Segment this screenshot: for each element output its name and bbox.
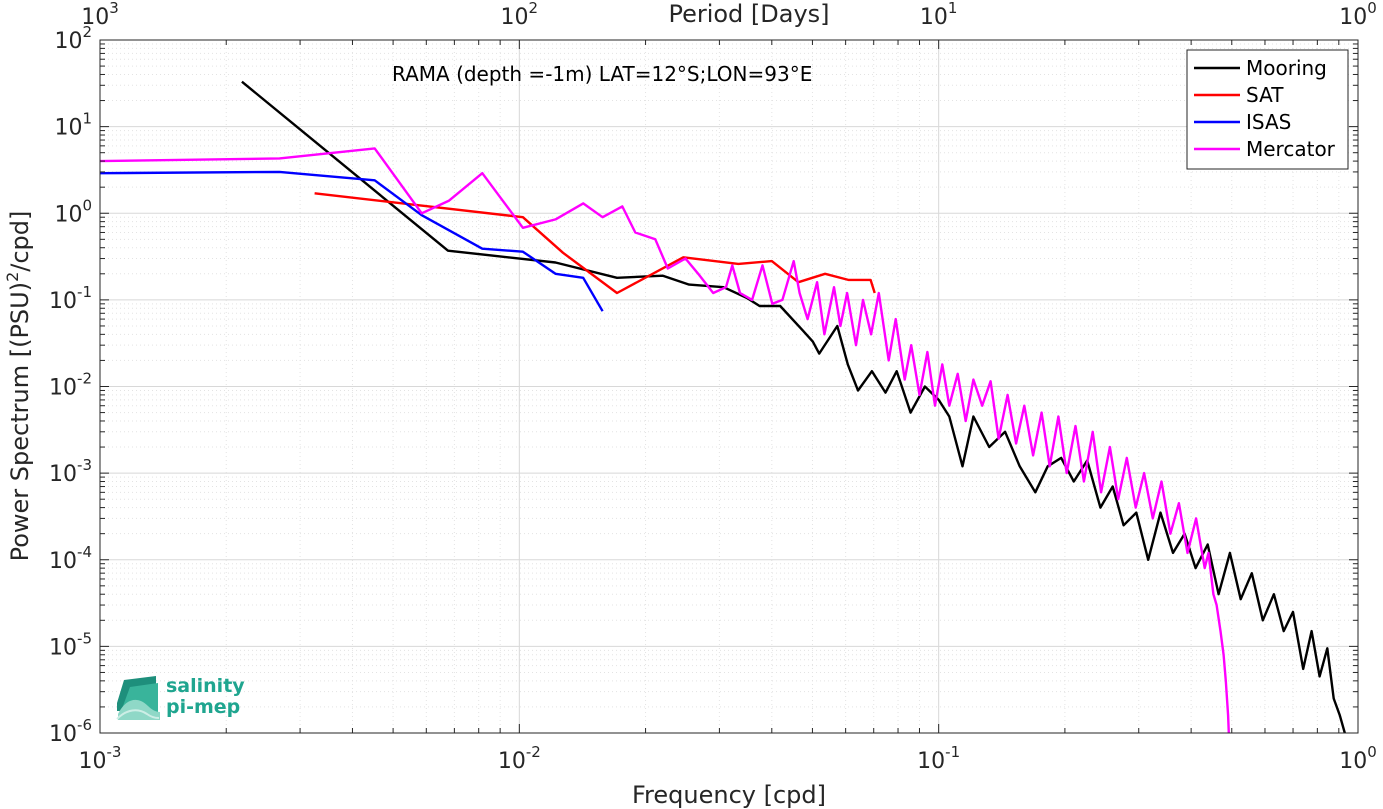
x-tick-label: 10-2 — [498, 743, 541, 774]
y-axis-label-main: Power Spectrum [(PSU) — [6, 282, 34, 561]
logo-line-2: pi-mep — [166, 696, 240, 718]
salinity-pi-mep-logo: salinity pi-mep — [116, 675, 245, 720]
chart-annotation: RAMA (depth =-1m) LAT=12°S;LON=93°E — [392, 62, 812, 86]
legend-entries: Mooring SAT ISAS Mercator — [1194, 56, 1336, 161]
legend-label-sat: SAT — [1246, 83, 1284, 107]
series-line-sat — [314, 192, 876, 295]
x-axis-label: Frequency [cpd] — [632, 781, 826, 809]
top-tick-labels: 103 102 101 100 — [81, 0, 1377, 30]
y-tick-label: 102 — [54, 23, 92, 54]
legend-label-mercator: Mercator — [1246, 137, 1336, 161]
y-tick-label: 10-5 — [49, 629, 92, 660]
y-axis-label: Power Spectrum [(PSU)2/cpd] — [3, 211, 34, 562]
top-axis-label: Period [Days] — [668, 0, 829, 28]
logo-line-1: salinity — [166, 675, 245, 697]
x-tick-label: 10-1 — [917, 743, 960, 774]
series-line-isas — [99, 170, 604, 312]
y-tick-label: 100 — [54, 196, 92, 227]
y-tick-label: 101 — [54, 110, 92, 141]
top-tick-label: 102 — [501, 0, 539, 30]
series-layer — [99, 80, 1346, 734]
x-tick-label: 100 — [1339, 743, 1377, 774]
x-tick-labels: 10-3 10-2 10-1 100 — [79, 743, 1377, 774]
top-tick-label: 101 — [920, 0, 958, 30]
y-axis-label-tail: /cpd] — [6, 211, 34, 272]
legend-label-isas: ISAS — [1246, 110, 1291, 134]
y-tick-label: 10-6 — [49, 716, 92, 747]
top-tick-label: 100 — [1339, 0, 1377, 30]
y-axis-label-exp: 2 — [3, 272, 22, 282]
legend: Mooring SAT ISAS Mercator — [1186, 49, 1349, 170]
y-tick-label: 10-4 — [49, 543, 92, 574]
series-line-mooring — [241, 80, 1346, 734]
x-tick-label: 10-3 — [79, 743, 122, 774]
y-tick-labels: 102 101 100 10-1 10-2 10-3 10-4 10-5 10-6 — [49, 23, 92, 747]
legend-label-mooring: Mooring — [1246, 56, 1327, 80]
grid — [99, 39, 1359, 734]
y-tick-label: 10-2 — [49, 370, 92, 401]
y-tick-label: 10-1 — [49, 283, 92, 314]
series-line-mercator — [99, 147, 1230, 734]
logo-mark-icon — [116, 676, 160, 720]
y-tick-label: 10-3 — [49, 456, 92, 487]
axis-ticks — [99, 39, 1359, 734]
top-tick-label: 103 — [81, 0, 119, 30]
